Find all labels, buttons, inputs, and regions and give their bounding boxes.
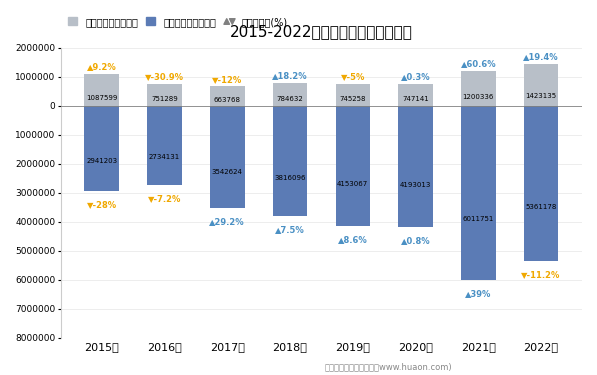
Bar: [85, 106, 119, 191]
Text: 745258: 745258: [340, 96, 366, 102]
Text: ▼-7.2%: ▼-7.2%: [148, 194, 181, 202]
Text: ▲29.2%: ▲29.2%: [210, 217, 245, 226]
Bar: [336, 106, 370, 226]
Bar: [398, 84, 433, 106]
Bar: [461, 71, 496, 106]
Bar: [85, 74, 119, 106]
Text: ▲0.8%: ▲0.8%: [401, 236, 430, 245]
Text: 1200336: 1200336: [463, 94, 494, 100]
Text: 2734131: 2734131: [149, 154, 180, 160]
Text: 751289: 751289: [151, 96, 178, 102]
Text: 1423135: 1423135: [525, 93, 556, 99]
Bar: [210, 86, 245, 106]
Bar: [273, 83, 307, 106]
Bar: [147, 84, 181, 106]
Text: ▼-28%: ▼-28%: [87, 200, 117, 208]
Text: 5361178: 5361178: [525, 204, 557, 210]
Bar: [398, 106, 433, 227]
Text: 3542624: 3542624: [212, 170, 243, 176]
Text: 1087599: 1087599: [86, 95, 118, 101]
Text: 2941203: 2941203: [86, 158, 118, 164]
Text: ▲8.6%: ▲8.6%: [338, 235, 368, 244]
Text: 747141: 747141: [402, 96, 429, 102]
Text: ▲0.3%: ▲0.3%: [401, 72, 430, 81]
Bar: [524, 106, 558, 261]
Text: ▲39%: ▲39%: [465, 289, 491, 298]
Text: 663768: 663768: [214, 97, 241, 103]
Text: ▼-30.9%: ▼-30.9%: [145, 72, 184, 81]
Text: 4193013: 4193013: [400, 182, 431, 188]
Bar: [524, 64, 558, 106]
Text: ▲7.5%: ▲7.5%: [275, 225, 305, 234]
Bar: [461, 106, 496, 280]
Text: ▼-5%: ▼-5%: [341, 72, 365, 81]
Title: 2015-2022年石家庄海关进、出口额: 2015-2022年石家庄海关进、出口额: [230, 25, 413, 40]
Legend: 出口总额（万美元）, 进口总额（万美元）, 同比增长率(%): 出口总额（万美元）, 进口总额（万美元）, 同比增长率(%): [66, 15, 290, 29]
Bar: [147, 106, 181, 185]
Text: ▲18.2%: ▲18.2%: [272, 71, 308, 80]
Text: ▲19.4%: ▲19.4%: [523, 53, 559, 62]
Bar: [336, 84, 370, 106]
Text: 制图：华经产业研究院（www.huaon.com): 制图：华经产业研究院（www.huaon.com): [324, 362, 452, 371]
Text: ▲60.6%: ▲60.6%: [460, 59, 496, 68]
Text: ▼-11.2%: ▼-11.2%: [521, 270, 561, 279]
Bar: [210, 106, 245, 208]
Text: 6011751: 6011751: [463, 216, 494, 222]
Text: 3816096: 3816096: [274, 175, 306, 181]
Bar: [273, 106, 307, 216]
Text: 4153067: 4153067: [337, 181, 368, 187]
Text: 784632: 784632: [276, 96, 303, 102]
Text: ▲9.2%: ▲9.2%: [87, 62, 116, 71]
Text: ▼-12%: ▼-12%: [212, 75, 242, 84]
